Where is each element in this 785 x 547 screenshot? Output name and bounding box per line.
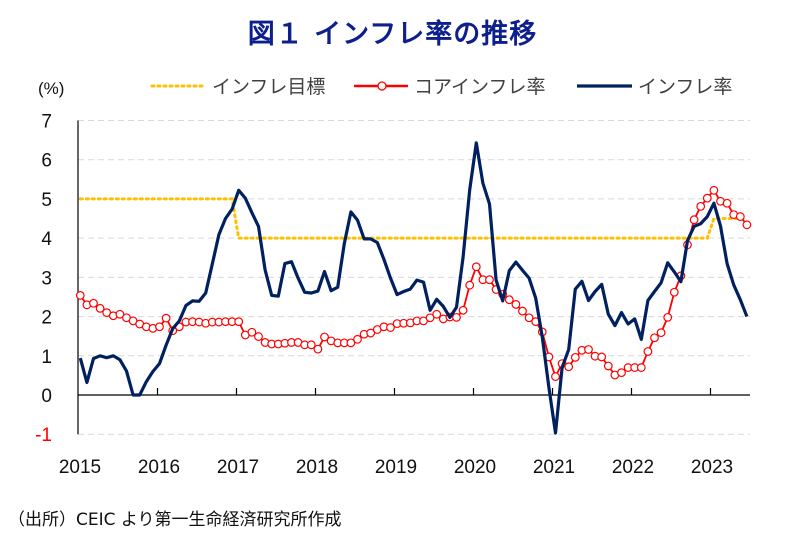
core-inflation-point [452, 312, 461, 322]
core-inflation-point [346, 338, 356, 348]
legend-item-inflation-target: インフレ目標 [150, 76, 325, 98]
core-inflation-point [306, 340, 316, 350]
gridlines [78, 120, 750, 435]
legend-label-target: インフレ目標 [212, 76, 325, 98]
core-inflation-point [584, 345, 593, 354]
y-tick-label: 2 [41, 308, 52, 329]
core-inflation-point [669, 287, 679, 297]
legend-item-headline-inflation: インフレ率 [577, 76, 732, 98]
core-inflation-point [458, 305, 468, 315]
legend-label-core: コアインフレ率 [414, 76, 545, 98]
core-inflation-point [504, 295, 514, 305]
core-inflation-point [722, 198, 732, 208]
core-inflation-point [643, 347, 653, 356]
core-inflation-point [689, 215, 699, 225]
core-inflation-point [511, 300, 521, 309]
y-tick-label: -1 [35, 425, 52, 446]
y-tick-label: 3 [41, 268, 52, 289]
x-tick-labels: 2015 2016 2017 2018 2019 2020 2021 2022 2023 [59, 457, 733, 478]
core-inflation-point [650, 333, 659, 343]
y-tick-label: 7 [41, 112, 52, 133]
core-inflation-point [636, 363, 646, 372]
core-inflation-point [432, 309, 442, 319]
core-inflation-point [518, 306, 527, 316]
core-inflation-point [313, 344, 323, 354]
core-inflation-point [425, 313, 435, 323]
core-inflation-point [465, 280, 475, 290]
core-inflation-point [95, 303, 105, 313]
y-tick-labels: 7 6 5 4 3 2 1 0 -1 [35, 112, 52, 447]
y-tick-label: 0 [41, 386, 52, 407]
core-inflation-point [603, 361, 613, 371]
core-inflation-point [247, 327, 257, 337]
chart-title: 図１ インフレ率の推移 [247, 19, 538, 50]
series-headline-inflation-line [78, 141, 749, 435]
axes [77, 120, 750, 435]
core-inflation-point [254, 332, 263, 341]
core-inflation-point [735, 212, 745, 221]
source-note: （出所）CEIC より第一生命経済研究所作成 [8, 510, 342, 530]
core-inflation-point [524, 313, 534, 323]
core-inflation-point [702, 193, 712, 203]
y-tick-label: 1 [41, 347, 52, 368]
x-tick-label: 2016 [138, 457, 180, 478]
legend-label-headline: インフレ率 [638, 76, 732, 98]
core-inflation-point [234, 317, 244, 327]
series-inflation-target-line [78, 197, 749, 240]
y-tick-label: 5 [41, 190, 52, 211]
core-inflation-point [742, 220, 752, 230]
y-tick-label: 6 [41, 151, 52, 172]
x-tick-label: 2021 [533, 457, 575, 478]
x-tick-label: 2019 [375, 457, 417, 478]
core-inflation-point [696, 201, 706, 211]
core-inflation-point [656, 328, 666, 338]
core-inflation-point [161, 313, 171, 323]
x-tick-label: 2017 [217, 457, 259, 478]
x-tick-label: 2023 [691, 457, 733, 478]
legend-item-core-inflation: コアインフレ率 [354, 76, 545, 98]
x-tick-label: 2022 [612, 457, 654, 478]
core-inflation-point [115, 309, 125, 319]
core-inflation-point [471, 262, 481, 272]
y-tick-label: 4 [41, 229, 52, 250]
core-inflation-point [570, 352, 580, 362]
y-axis-unit-label: (%) [38, 79, 64, 98]
core-inflation-point [155, 322, 164, 332]
legend: インフレ目標 コアインフレ率 インフレ率 [150, 76, 732, 98]
core-inflation-point [709, 185, 719, 195]
legend-marker-core [377, 81, 387, 91]
core-inflation-point [551, 372, 560, 381]
series-layer [75, 141, 752, 435]
x-tick-label: 2018 [296, 457, 338, 478]
core-inflation-point [320, 332, 329, 342]
core-inflation-point [353, 334, 362, 344]
core-inflation-point [663, 312, 673, 322]
core-inflation-point [485, 275, 494, 285]
core-inflation-point [597, 352, 607, 362]
core-inflation-point [564, 362, 574, 372]
core-inflation-point [617, 368, 626, 378]
core-inflation-point [89, 298, 98, 308]
x-tick-label: 2020 [454, 457, 496, 478]
core-inflation-point [75, 290, 85, 300]
core-inflation-point [366, 328, 376, 338]
x-tick-label: 2015 [59, 457, 101, 478]
core-inflation-point [386, 323, 395, 332]
